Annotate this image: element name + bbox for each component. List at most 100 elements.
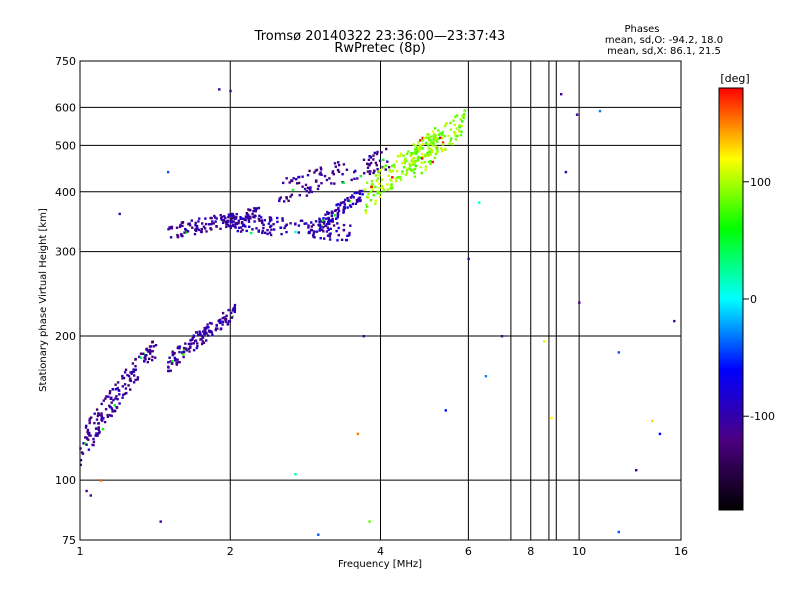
- trace-point: [247, 216, 250, 220]
- trace-point: [401, 172, 404, 175]
- trace-point: [358, 192, 362, 195]
- trace-point: [425, 136, 428, 139]
- scatter-point: [500, 335, 504, 338]
- trace-point: [456, 134, 459, 138]
- trace-point: [390, 183, 393, 186]
- trace-point: [229, 212, 232, 216]
- trace-point: [420, 152, 424, 156]
- trace-point: [312, 232, 315, 235]
- trace-point: [203, 326, 206, 330]
- trace-point: [144, 358, 147, 361]
- trace-point: [134, 368, 137, 371]
- x-axis-ticks: 1 2 4 6 8 10 16: [77, 545, 689, 558]
- trace-point: [79, 459, 83, 462]
- trace-point: [358, 199, 361, 203]
- trace-point: [262, 226, 265, 230]
- trace-point: [340, 238, 344, 241]
- trace-point: [451, 142, 454, 146]
- trace-point: [427, 153, 431, 157]
- trace-point: [337, 226, 340, 230]
- trace-point: [413, 167, 417, 171]
- trace-point: [204, 217, 207, 220]
- trace-point: [191, 226, 194, 229]
- trace-point: [317, 184, 320, 188]
- trace-point: [197, 228, 201, 232]
- trace-point: [430, 135, 433, 138]
- trace-point: [257, 230, 260, 233]
- trace-point: [386, 183, 389, 186]
- trace-point: [344, 198, 347, 201]
- trace-point: [255, 207, 258, 210]
- trace-point: [413, 151, 416, 154]
- trace-point: [227, 213, 231, 216]
- trace-point: [247, 218, 251, 221]
- trace-point: [303, 222, 306, 225]
- trace-point: [122, 376, 126, 380]
- trace-point: [190, 219, 193, 222]
- trace-point: [245, 229, 248, 233]
- trace-point: [372, 158, 375, 161]
- grid: [80, 61, 681, 540]
- trace-point: [220, 215, 223, 219]
- trace-point: [364, 211, 368, 215]
- trace-point: [379, 168, 382, 172]
- trace-point: [188, 350, 191, 353]
- colorbar: [deg] 100 0 -100: [718, 72, 775, 511]
- trace-point: [278, 199, 281, 203]
- trace-point: [109, 414, 112, 417]
- trace-point: [454, 134, 457, 137]
- trace-point: [333, 182, 336, 185]
- trace-point: [404, 173, 407, 177]
- trace-point: [249, 217, 252, 220]
- trace-point: [288, 181, 291, 184]
- trace-point: [224, 320, 228, 323]
- scatter-point: [542, 340, 546, 343]
- trace-point: [372, 154, 375, 157]
- trace-point: [93, 412, 96, 415]
- trace-point: [396, 155, 400, 158]
- trace-point: [308, 231, 311, 234]
- trace-point: [337, 207, 340, 211]
- trace-point: [200, 230, 203, 233]
- trace-point: [121, 377, 124, 380]
- trace-point: [419, 165, 422, 169]
- trace-point: [378, 195, 382, 198]
- trace-point: [410, 158, 414, 161]
- trace-point: [202, 225, 206, 228]
- trace-point: [414, 159, 417, 163]
- scatter-point: [651, 419, 654, 423]
- trace-point: [376, 167, 379, 171]
- trace-point: [234, 226, 237, 229]
- trace-point: [427, 160, 431, 164]
- trace-point: [198, 330, 201, 333]
- trace-point: [349, 205, 353, 208]
- trace-point: [342, 163, 346, 166]
- trace-point: [102, 417, 105, 420]
- trace-point: [337, 161, 340, 164]
- trace-point: [182, 353, 185, 356]
- trace-point: [200, 334, 204, 338]
- trace-point: [441, 130, 444, 134]
- trace-point: [453, 123, 457, 127]
- trace-point: [134, 365, 137, 368]
- trace-point: [201, 330, 205, 333]
- trace-point: [463, 112, 466, 116]
- trace-point: [280, 232, 283, 236]
- trace-point: [345, 168, 349, 171]
- trace-point: [168, 356, 171, 359]
- trace-point: [453, 131, 456, 134]
- trace-point: [305, 222, 308, 225]
- trace-point: [100, 414, 103, 417]
- trace-point: [329, 227, 332, 230]
- trace-point: [319, 226, 322, 229]
- trace-point: [209, 227, 212, 230]
- trace-point: [171, 360, 174, 363]
- trace-point: [391, 169, 394, 172]
- trace-point: [342, 181, 345, 184]
- trace-point: [221, 323, 224, 326]
- trace-point: [188, 224, 192, 227]
- trace-point: [334, 209, 338, 212]
- trace-point: [331, 211, 334, 214]
- trace-point: [82, 442, 85, 445]
- trace-point: [367, 192, 370, 196]
